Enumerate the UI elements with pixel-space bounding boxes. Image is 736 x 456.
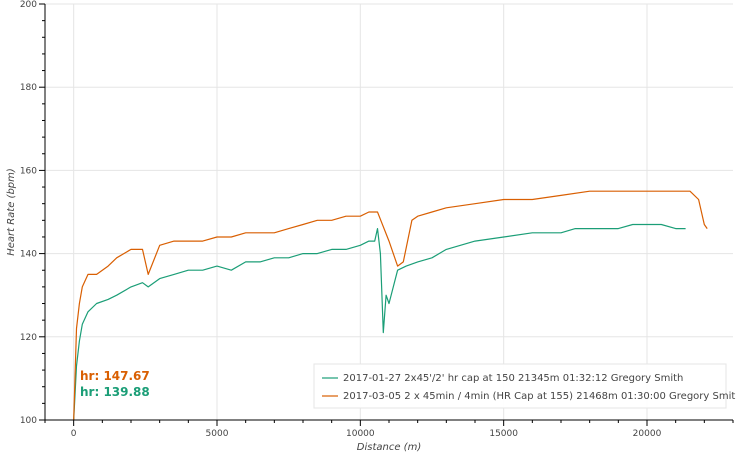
y-tick-label: 140: [20, 250, 37, 260]
y-tick-label: 100: [20, 416, 37, 426]
x-tick-label: 0: [71, 429, 77, 439]
series-line-2: [73, 190, 708, 421]
legend: 2017-01-27 2x45'/2' hr cap at 150 21345m…: [313, 363, 736, 409]
series-line-1: [73, 223, 686, 421]
legend-label-series-1: 2017-01-27 2x45'/2' hr cap at 150 21345m…: [343, 373, 683, 384]
x-tick-label: 10000: [346, 429, 375, 439]
series-lines: [73, 190, 708, 421]
legend-box: [313, 363, 727, 409]
annotation-group: hr: 147.67 hr: 139.88: [80, 369, 150, 399]
y-tick-label: 120: [20, 333, 37, 343]
legend-label-series-2: 2017-03-05 2 x 45min / 4min (HR Cap at 1…: [343, 391, 736, 402]
y-tick-label: 180: [20, 83, 37, 93]
x-axis-title: Distance (m): [357, 442, 421, 453]
x-tick-label: 5000: [206, 429, 229, 439]
y-tick-label: 160: [20, 166, 37, 176]
plot-background: [45, 4, 733, 420]
y-axis-ticks: 100 120 140 160 180 200: [20, 0, 45, 426]
x-gridlines: [73, 4, 648, 420]
y-axis-title: Heart Rate (bpm): [6, 168, 17, 256]
annotation-hr-series-2: hr: 147.67: [80, 369, 150, 383]
x-axis-ticks: 0 5000 10000 15000 20000: [44, 420, 734, 439]
x-tick-label: 20000: [633, 429, 662, 439]
annotation-hr-series-1: hr: 139.88: [80, 385, 150, 399]
y-tick-label: 200: [20, 0, 37, 10]
x-tick-label: 15000: [489, 429, 518, 439]
